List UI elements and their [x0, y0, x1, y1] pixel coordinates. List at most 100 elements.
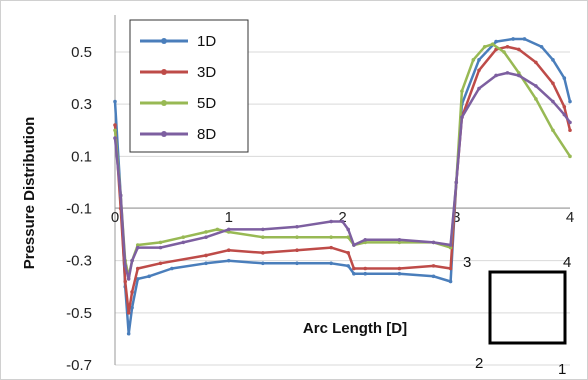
- y-tick-label: 0.3: [71, 96, 92, 113]
- data-point: [363, 271, 368, 276]
- data-point: [158, 245, 163, 250]
- data-point: [181, 235, 186, 239]
- data-point: [511, 37, 515, 41]
- series-line: [113, 71, 572, 281]
- data-point: [522, 37, 527, 41]
- data-point: [431, 264, 436, 268]
- annotation-3: 3: [463, 254, 471, 271]
- data-point: [431, 240, 436, 245]
- data-point: [551, 99, 555, 104]
- data-point: [352, 271, 356, 276]
- data-point: [226, 258, 231, 263]
- data-point: [130, 258, 134, 263]
- data-point: [226, 227, 231, 232]
- data-point: [568, 154, 572, 159]
- data-point: [397, 271, 402, 276]
- data-point: [534, 60, 538, 65]
- data-point: [204, 235, 208, 239]
- data-point: [118, 193, 123, 198]
- axes: [114, 15, 570, 365]
- data-point: [562, 112, 567, 117]
- data-point: [517, 73, 521, 78]
- data-point: [113, 136, 117, 140]
- data-point: [329, 219, 333, 224]
- legend-marker: [161, 100, 167, 106]
- legend-marker: [161, 38, 167, 44]
- y-tick-label: -0.3: [66, 253, 92, 270]
- data-point: [568, 99, 572, 104]
- data-point: [448, 245, 453, 250]
- legend-label: 1D: [197, 33, 216, 50]
- data-point: [505, 44, 510, 49]
- x-tick-labels: 0 1 2 3 4: [111, 209, 574, 226]
- data-point: [551, 81, 555, 86]
- data-point: [517, 71, 521, 75]
- data-point: [471, 58, 476, 62]
- x-axis-title: Arc Length [D]: [303, 320, 407, 337]
- data-point: [346, 235, 350, 239]
- legend-label: 3D: [197, 64, 216, 81]
- data-point: [562, 104, 567, 109]
- data-point: [346, 264, 350, 268]
- data-point: [226, 248, 231, 253]
- data-point: [295, 248, 299, 253]
- data-point: [204, 253, 208, 258]
- data-point: [568, 120, 572, 125]
- data-point: [482, 44, 487, 49]
- x-tick-label: 0: [111, 209, 119, 226]
- data-point: [295, 261, 299, 266]
- series-line: [113, 45, 572, 315]
- data-point: [494, 39, 498, 44]
- data-point: [551, 58, 555, 62]
- annotations: 3 4 2 1: [463, 254, 571, 378]
- data-point: [346, 227, 350, 232]
- data-point: [295, 224, 299, 229]
- data-point: [494, 73, 498, 78]
- data-point: [130, 305, 134, 310]
- data-point: [261, 261, 265, 266]
- data-point: [215, 227, 220, 232]
- data-point: [477, 68, 481, 73]
- series-3D: [113, 44, 572, 315]
- y-tick-label: -0.7: [66, 357, 92, 374]
- data-point: [261, 235, 265, 239]
- data-point: [490, 42, 495, 46]
- y-tick-label: 0.1: [71, 148, 92, 165]
- series-lines: [113, 37, 572, 336]
- data-point: [261, 227, 265, 232]
- legend-marker: [161, 131, 167, 137]
- data-point: [181, 240, 186, 245]
- data-point: [517, 47, 521, 52]
- y-tick-label: 0.5: [71, 44, 92, 61]
- data-point: [363, 266, 368, 271]
- data-point: [135, 277, 140, 281]
- data-point: [397, 266, 402, 271]
- x-tick-label: 2: [338, 209, 346, 226]
- annotation-4: 4: [563, 254, 571, 271]
- data-point: [352, 243, 356, 247]
- data-point: [534, 97, 538, 101]
- data-point: [448, 279, 453, 284]
- data-point: [204, 261, 208, 266]
- data-point: [126, 277, 131, 281]
- data-point: [147, 274, 151, 279]
- annotation-1: 1: [558, 361, 566, 378]
- legend-marker: [161, 69, 167, 75]
- data-point: [431, 274, 436, 279]
- data-point: [329, 235, 333, 239]
- data-point: [158, 261, 163, 266]
- data-point: [539, 44, 544, 49]
- y-tick-label: -0.1: [66, 201, 92, 218]
- data-point: [397, 238, 402, 242]
- data-point: [261, 251, 265, 255]
- y-tick-labels: 0.5 0.3 0.1 -0.1 -0.3 -0.5 -0.7: [66, 44, 92, 374]
- data-point: [534, 84, 538, 88]
- data-point: [397, 240, 402, 245]
- data-point: [123, 264, 128, 268]
- data-point: [130, 290, 134, 294]
- x-tick-label: 1: [225, 209, 233, 226]
- data-point: [346, 251, 350, 255]
- data-point: [295, 235, 299, 239]
- data-point: [363, 238, 368, 242]
